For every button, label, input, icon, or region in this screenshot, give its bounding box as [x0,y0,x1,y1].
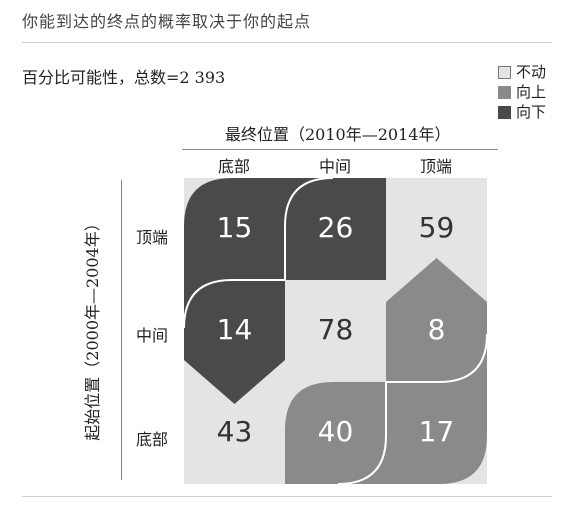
legend-swatch-stay [498,65,511,79]
x-tick-bottom: 底部 [217,157,250,176]
cell-value-8: 17 [419,415,455,448]
separator-top-middle [284,177,334,280]
chart-subtitle: 百分比可能性，总数=2 393 [22,68,226,87]
separator-middle-bottom [183,279,285,329]
up-region [285,258,487,484]
x-tick-middle: 中间 [318,157,351,176]
legend-item-up: 向上 [498,82,546,102]
y-tick-top: 顶端 [136,228,169,247]
cell-value-4: 78 [318,313,354,346]
x-axis-rule [182,149,498,150]
legend-label-stay: 不动 [516,63,547,81]
separator-middle-top [386,333,488,383]
cell-value-1: 26 [318,211,354,244]
cell-value-0: 15 [217,211,253,244]
legend-swatch-down [498,105,511,119]
y-tick-middle: 中间 [136,326,169,345]
x-axis-title: 最终位置（2010年—2014年） [225,125,451,144]
legend-item-down: 向下 [498,102,546,122]
legend-swatch-up [498,85,511,99]
separator-bottom-middle [337,382,387,485]
chart-title: 你能到达的终点的概率取决于你的起点 [22,12,312,31]
cell-value-2: 59 [419,211,455,244]
cell-value-7: 40 [318,415,354,448]
x-tick-top: 顶端 [419,157,452,176]
legend-item-stay: 不动 [498,62,546,82]
cell-value-6: 43 [217,415,253,448]
y-axis-rule [121,180,122,480]
bottom-divider [22,496,552,497]
cell-value-3: 14 [217,313,253,346]
legend: 不动 向上 向下 [498,62,546,122]
legend-label-up: 向上 [516,83,547,101]
top-divider [22,42,552,43]
legend-label-down: 向下 [516,103,547,121]
down-region [184,178,386,404]
cell-value-5: 8 [428,313,446,346]
y-tick-bottom: 底部 [136,430,169,449]
